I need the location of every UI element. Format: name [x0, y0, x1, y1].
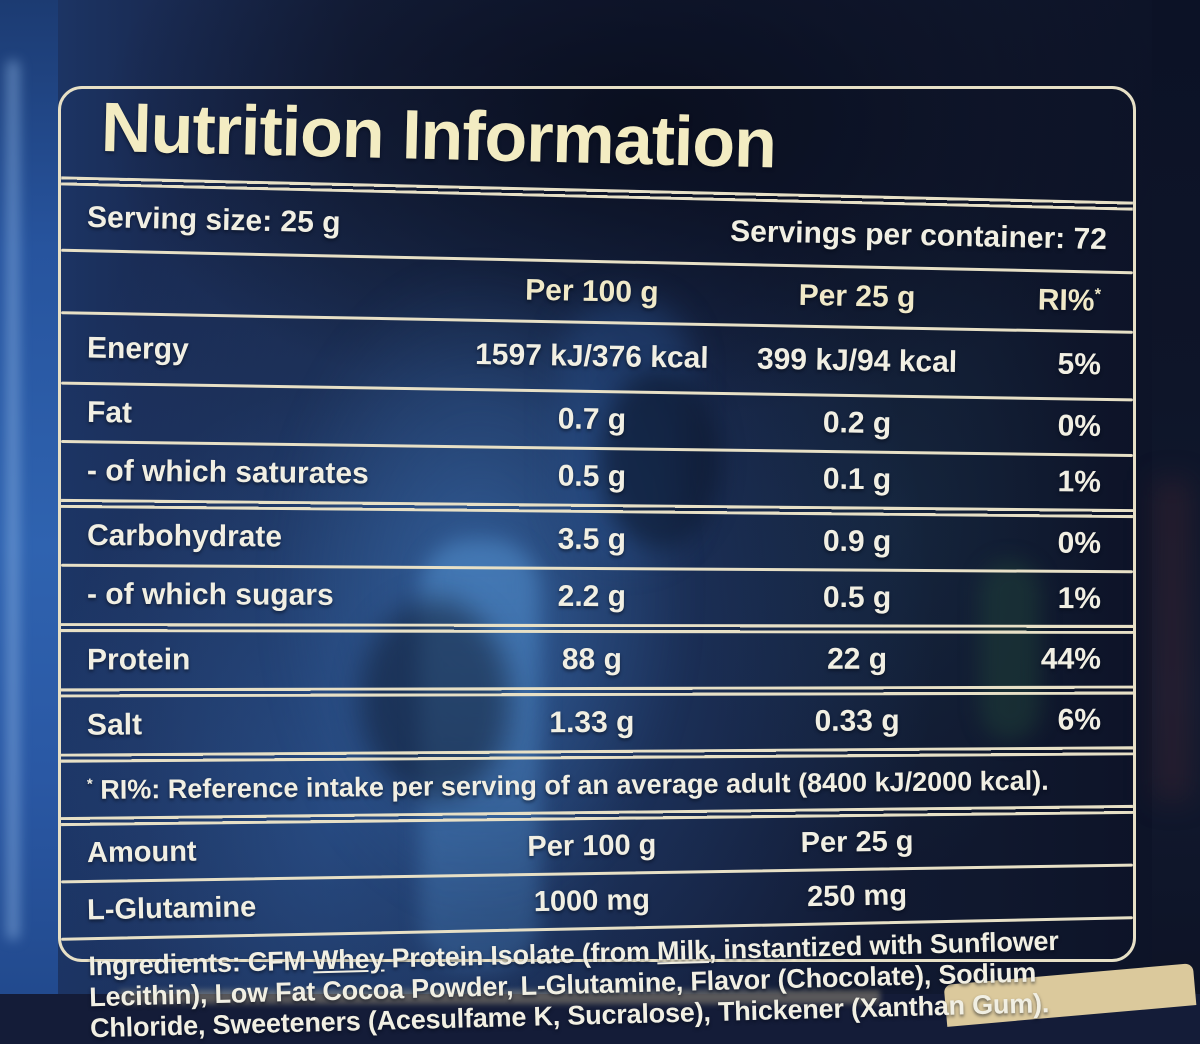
footnote-text: * RI%: Reference intake per serving of a… [86, 765, 1049, 805]
per-25g-value: 22 g [827, 642, 888, 676]
supplement-label: L-Glutamine [86, 890, 257, 926]
amount-column-label: Amount [86, 835, 197, 869]
per-100g-value: 0.7 g [557, 402, 627, 437]
nutrition-label: Nutrition Information Serving size: 25 g… [58, 86, 1136, 1043]
per-25g-value: 399 kJ/94 kcal [756, 342, 958, 379]
nutrient-row-carbohydrate: Carbohydrate 3.5 g 0.9 g 0% [87, 509, 1107, 571]
nutrient-row-sugars: - of which sugars 2.2 g 0.5 g 1% [87, 568, 1107, 626]
ri-percent-value: 44% [1040, 642, 1101, 676]
supplement-per-25g-header: Per 25 g [800, 825, 914, 859]
per-25g-value: 0.5 g [822, 580, 892, 615]
ingredients-label: Ingredients: [88, 947, 241, 982]
nutrient-row-salt: Salt 1.33 g 0.33 g 6% [87, 693, 1107, 752]
per-100g-value: 3.5 g [557, 522, 627, 557]
ri-percent-value: 1% [1057, 465, 1102, 499]
footnote-asterisk: * [86, 776, 93, 793]
serving-size: Serving size: 25 g [86, 200, 341, 240]
tub-left-edge [0, 0, 58, 994]
supplement-per-25g-value: 250 mg [806, 878, 908, 913]
allergen-milk: Milk [656, 935, 710, 967]
per-25g-value: 0.1 g [822, 462, 892, 497]
supplement-per-100g-value: 1000 mg [533, 883, 651, 918]
column-header-spacer [87, 282, 454, 289]
per-100g-value: 88 g [561, 642, 622, 677]
nutrient-label: Energy [86, 331, 190, 367]
ri-percent-value: 0% [1057, 409, 1102, 444]
nutrient-label: Salt [86, 708, 143, 742]
column-header-per-100g: Per 100 g [524, 273, 659, 310]
allergen-whey: Whey [312, 943, 385, 976]
per-100g-value: 1.33 g [549, 705, 635, 740]
per-25g-value: 0.9 g [822, 524, 892, 559]
ri-percent-value: 0% [1057, 526, 1102, 560]
tub-right-reflection [1154, 480, 1190, 800]
column-header-ri-percent: RI%* [1037, 283, 1102, 318]
nutrient-label: - of which saturates [86, 454, 369, 491]
nutrient-label: Fat [86, 395, 133, 430]
tub-left-reflection [7, 60, 19, 940]
per-100g-value: 2.2 g [557, 579, 627, 614]
ri-asterisk: * [1094, 285, 1102, 304]
per-25g-value: 0.33 g [814, 704, 900, 738]
per-25g-value: 0.2 g [822, 406, 892, 441]
column-header-per-25g: Per 25 g [798, 278, 916, 315]
nutrient-label: Carbohydrate [86, 518, 283, 554]
per-100g-value: 0.5 g [557, 459, 627, 494]
supplement-per-100g-header: Per 100 g [527, 828, 657, 863]
tub-right-edge [1152, 0, 1200, 994]
page-title: Nutrition Information [100, 87, 777, 183]
per-100g-value: 1597 kJ/376 kcal [474, 337, 709, 375]
supplement-header-spacer [985, 839, 1107, 841]
nutrient-label: Protein [86, 643, 191, 677]
ri-percent-value: 1% [1057, 582, 1102, 616]
nutrient-label: - of which sugars [86, 577, 334, 612]
servings-per-container: Servings per container: 72 [729, 214, 1108, 257]
nutrient-row-protein: Protein 88 g 22 g 44% [87, 633, 1107, 688]
ri-percent-value: 5% [1057, 347, 1102, 382]
supplement-row-spacer [985, 892, 1107, 894]
ri-percent-value: 6% [1057, 703, 1102, 737]
